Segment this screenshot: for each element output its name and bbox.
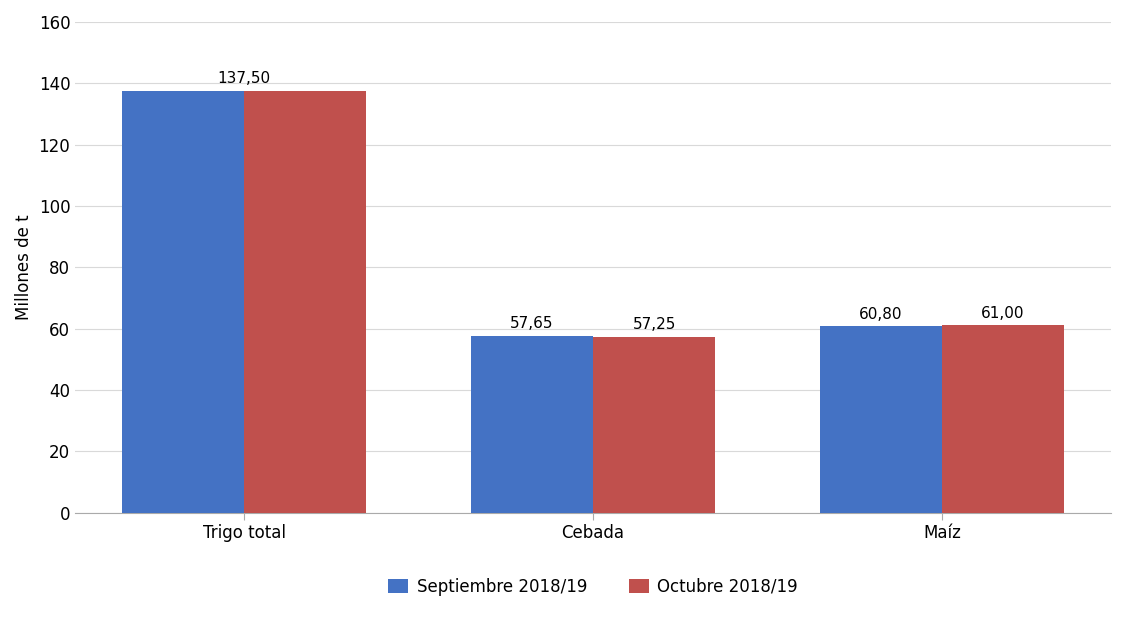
Text: 61,00: 61,00 — [981, 306, 1025, 321]
Y-axis label: Millones de t: Millones de t — [15, 214, 33, 320]
Bar — [471, 336, 593, 512]
Text: 137,50: 137,50 — [217, 71, 271, 86]
Text: 57,25: 57,25 — [633, 318, 676, 332]
Legend: Septiembre 2018/19, Octubre 2018/19: Septiembre 2018/19, Octubre 2018/19 — [382, 571, 804, 602]
Bar — [123, 91, 244, 512]
Bar — [244, 91, 366, 512]
Bar — [593, 337, 715, 512]
Text: 60,80: 60,80 — [859, 306, 903, 321]
Text: 57,65: 57,65 — [510, 316, 554, 331]
Bar — [941, 326, 1064, 512]
Bar — [820, 326, 941, 512]
